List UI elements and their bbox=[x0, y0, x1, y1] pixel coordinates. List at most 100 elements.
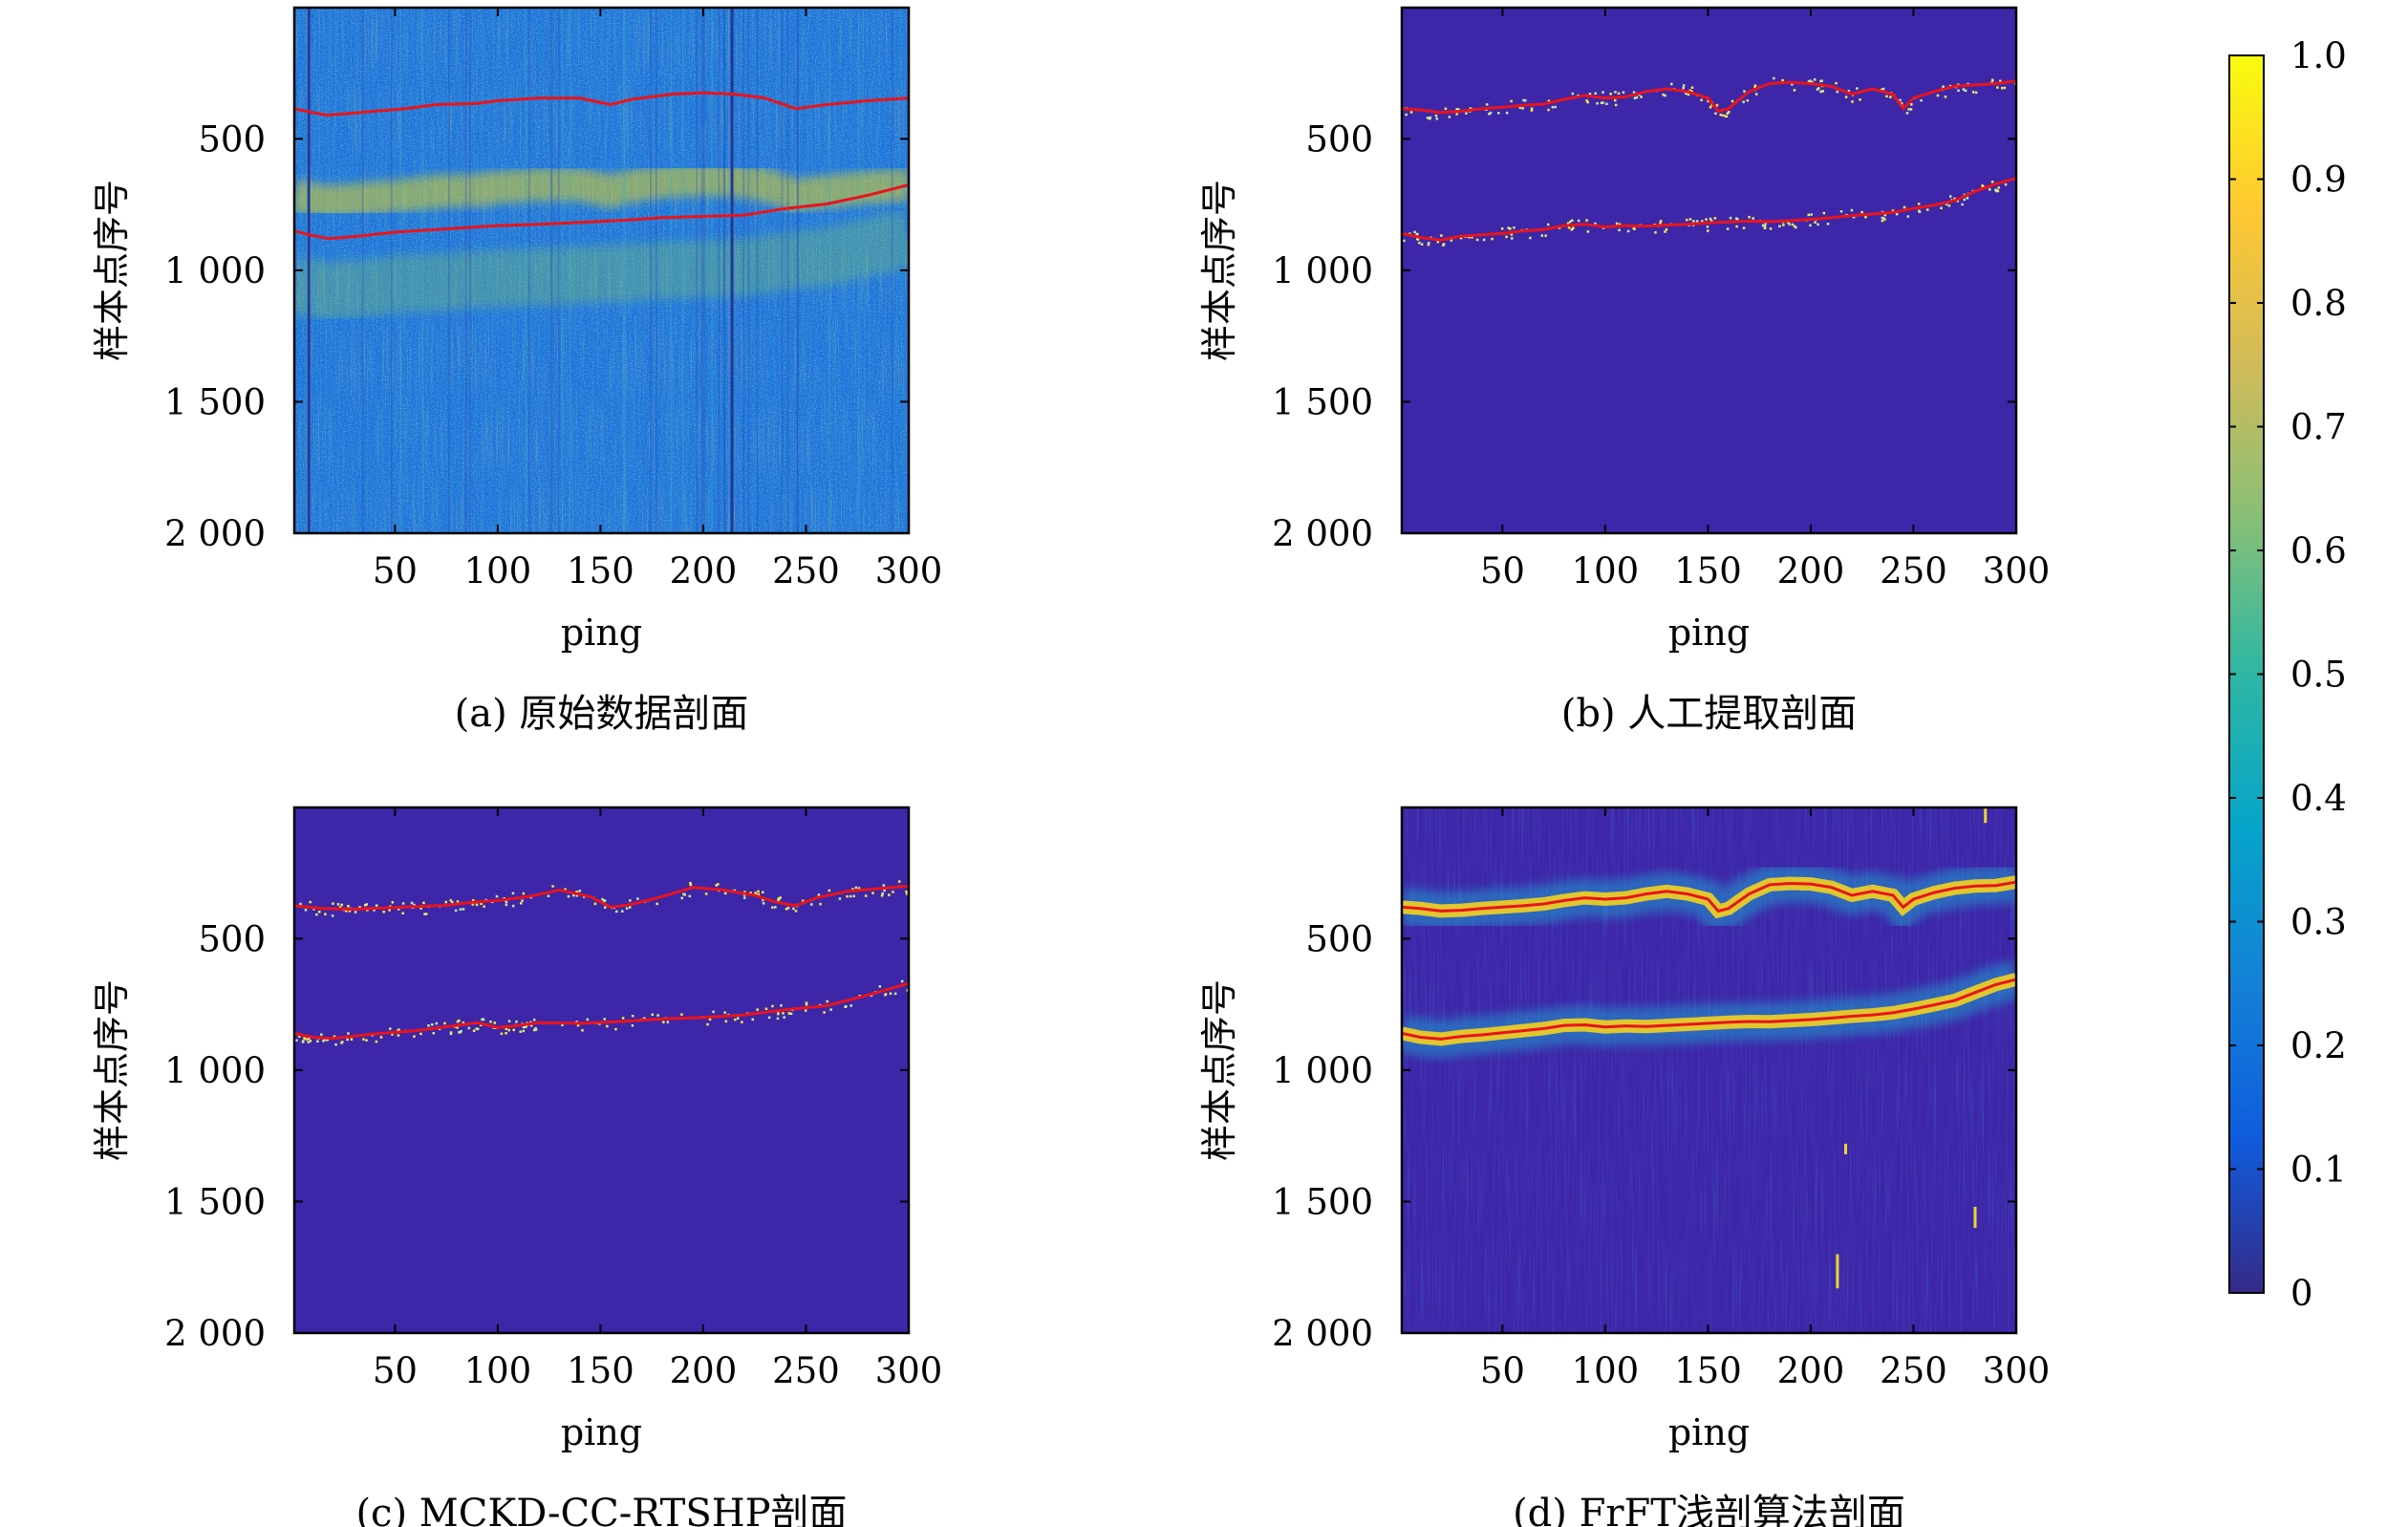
scatter-point bbox=[689, 881, 692, 885]
scatter-point bbox=[451, 900, 454, 904]
scatter-point bbox=[1821, 90, 1824, 93]
scatter-point bbox=[1944, 96, 1947, 98]
scatter-point bbox=[829, 1008, 832, 1011]
scatter-point bbox=[529, 1024, 533, 1027]
scatter-point bbox=[1719, 113, 1722, 117]
x-tick-label: 100 bbox=[1572, 550, 1640, 591]
scatter-point bbox=[1881, 87, 1885, 91]
scatter-point bbox=[572, 893, 575, 897]
scatter-point bbox=[1685, 92, 1688, 96]
scatter-point bbox=[810, 903, 813, 906]
scatter-point bbox=[1513, 226, 1516, 229]
scatter-point bbox=[519, 1030, 522, 1033]
scatter-point bbox=[1726, 112, 1730, 115]
scatter-point bbox=[340, 1042, 343, 1044]
scatter-point bbox=[482, 1018, 485, 1022]
scatter-point bbox=[1664, 94, 1666, 97]
interface-line-1 bbox=[294, 884, 909, 912]
scatter-point bbox=[849, 1004, 852, 1007]
scatter-point bbox=[749, 892, 752, 894]
scatter-point bbox=[1754, 93, 1758, 96]
scatter-point bbox=[298, 1035, 301, 1038]
x-tick-label: 250 bbox=[772, 550, 840, 591]
scatter-point bbox=[309, 900, 312, 904]
scatter-point bbox=[651, 1013, 654, 1017]
scatter-point bbox=[1614, 98, 1617, 102]
scatter-point bbox=[742, 893, 746, 896]
x-tick-label: 300 bbox=[875, 550, 943, 591]
scatter-point bbox=[1881, 219, 1884, 223]
scatter-point bbox=[365, 903, 368, 906]
x-tick-label: 150 bbox=[567, 550, 634, 591]
scatter-point bbox=[629, 906, 632, 909]
scatter-point bbox=[1662, 93, 1665, 97]
scatter-point bbox=[347, 905, 350, 908]
scatter-point bbox=[1605, 102, 1608, 105]
scatter-point bbox=[475, 903, 479, 907]
scatter-point bbox=[431, 1023, 434, 1026]
scatter-point bbox=[1688, 89, 1691, 93]
scatter-point bbox=[1883, 218, 1886, 221]
interface-line-2 bbox=[294, 981, 909, 1041]
scatter-point bbox=[743, 891, 746, 893]
scatter-point bbox=[794, 910, 798, 913]
scatter-point bbox=[1851, 100, 1854, 103]
scatter-point bbox=[1949, 195, 1952, 198]
scatter-point bbox=[1714, 112, 1717, 115]
scatter-point bbox=[762, 898, 764, 902]
x-tick-label: 200 bbox=[670, 550, 738, 591]
scatter-point bbox=[614, 1027, 617, 1031]
scatter-point bbox=[1817, 223, 1819, 226]
x-tick-label: 200 bbox=[1777, 1350, 1845, 1391]
scatter-point bbox=[397, 908, 400, 911]
scatter-point bbox=[621, 1017, 625, 1020]
scatter-point bbox=[889, 992, 892, 995]
scatter-point bbox=[1571, 219, 1574, 222]
scatter-point bbox=[1880, 88, 1883, 92]
y-tick-label: 1 000 bbox=[1272, 1050, 1373, 1091]
scatter-point bbox=[680, 896, 683, 900]
scatter-point bbox=[578, 890, 581, 893]
scatter-point bbox=[507, 1028, 510, 1032]
scatter-point bbox=[475, 1027, 478, 1030]
scatter-point bbox=[522, 1029, 526, 1033]
scatter-point bbox=[435, 1022, 439, 1025]
scatter-point bbox=[905, 890, 908, 893]
scatter-point bbox=[1440, 234, 1443, 237]
scatter-point bbox=[741, 1021, 743, 1023]
scatter-point bbox=[1570, 228, 1573, 231]
scatter-point bbox=[1664, 230, 1666, 233]
scatter-point bbox=[776, 1017, 780, 1021]
scatter-point bbox=[462, 1022, 465, 1024]
interface-line-2 bbox=[294, 183, 909, 241]
scatter-point bbox=[1455, 113, 1458, 116]
panel-c: 50 100 150 200 250 300 500 1 000 1 500 2 000 ping 样… bbox=[91, 806, 942, 1527]
scatter-point bbox=[1856, 87, 1859, 90]
scatter-point bbox=[1600, 101, 1603, 104]
scatter-point bbox=[358, 906, 361, 909]
scatter-point bbox=[345, 910, 348, 913]
interface-line-1 bbox=[294, 91, 909, 118]
scatter-point bbox=[532, 1018, 536, 1022]
scatter-point bbox=[881, 892, 884, 895]
scatter-point bbox=[449, 1032, 453, 1036]
scatter-point bbox=[1690, 90, 1693, 93]
scatter-point bbox=[1957, 89, 1960, 92]
scatter-point bbox=[1793, 225, 1796, 227]
scatter-point bbox=[443, 1022, 446, 1025]
interface-line-2 bbox=[1402, 978, 2016, 1041]
scatter-point bbox=[1622, 91, 1625, 94]
scatter-point bbox=[1947, 204, 1951, 207]
scatter-point bbox=[391, 901, 395, 904]
scatter-point bbox=[1883, 213, 1887, 217]
heatmap-background bbox=[294, 807, 909, 1333]
scatter-point bbox=[318, 911, 321, 914]
x-tick-label: 50 bbox=[1480, 1350, 1525, 1391]
y-tick-label: 1 500 bbox=[1272, 381, 1373, 422]
scatter-point bbox=[1465, 112, 1468, 115]
scatter-point bbox=[315, 913, 318, 916]
y-axis-label: 样本点序号 bbox=[1198, 180, 1240, 361]
scatter-point bbox=[581, 1029, 584, 1032]
scatter-point bbox=[1569, 220, 1572, 224]
scatter-point bbox=[1809, 224, 1812, 227]
